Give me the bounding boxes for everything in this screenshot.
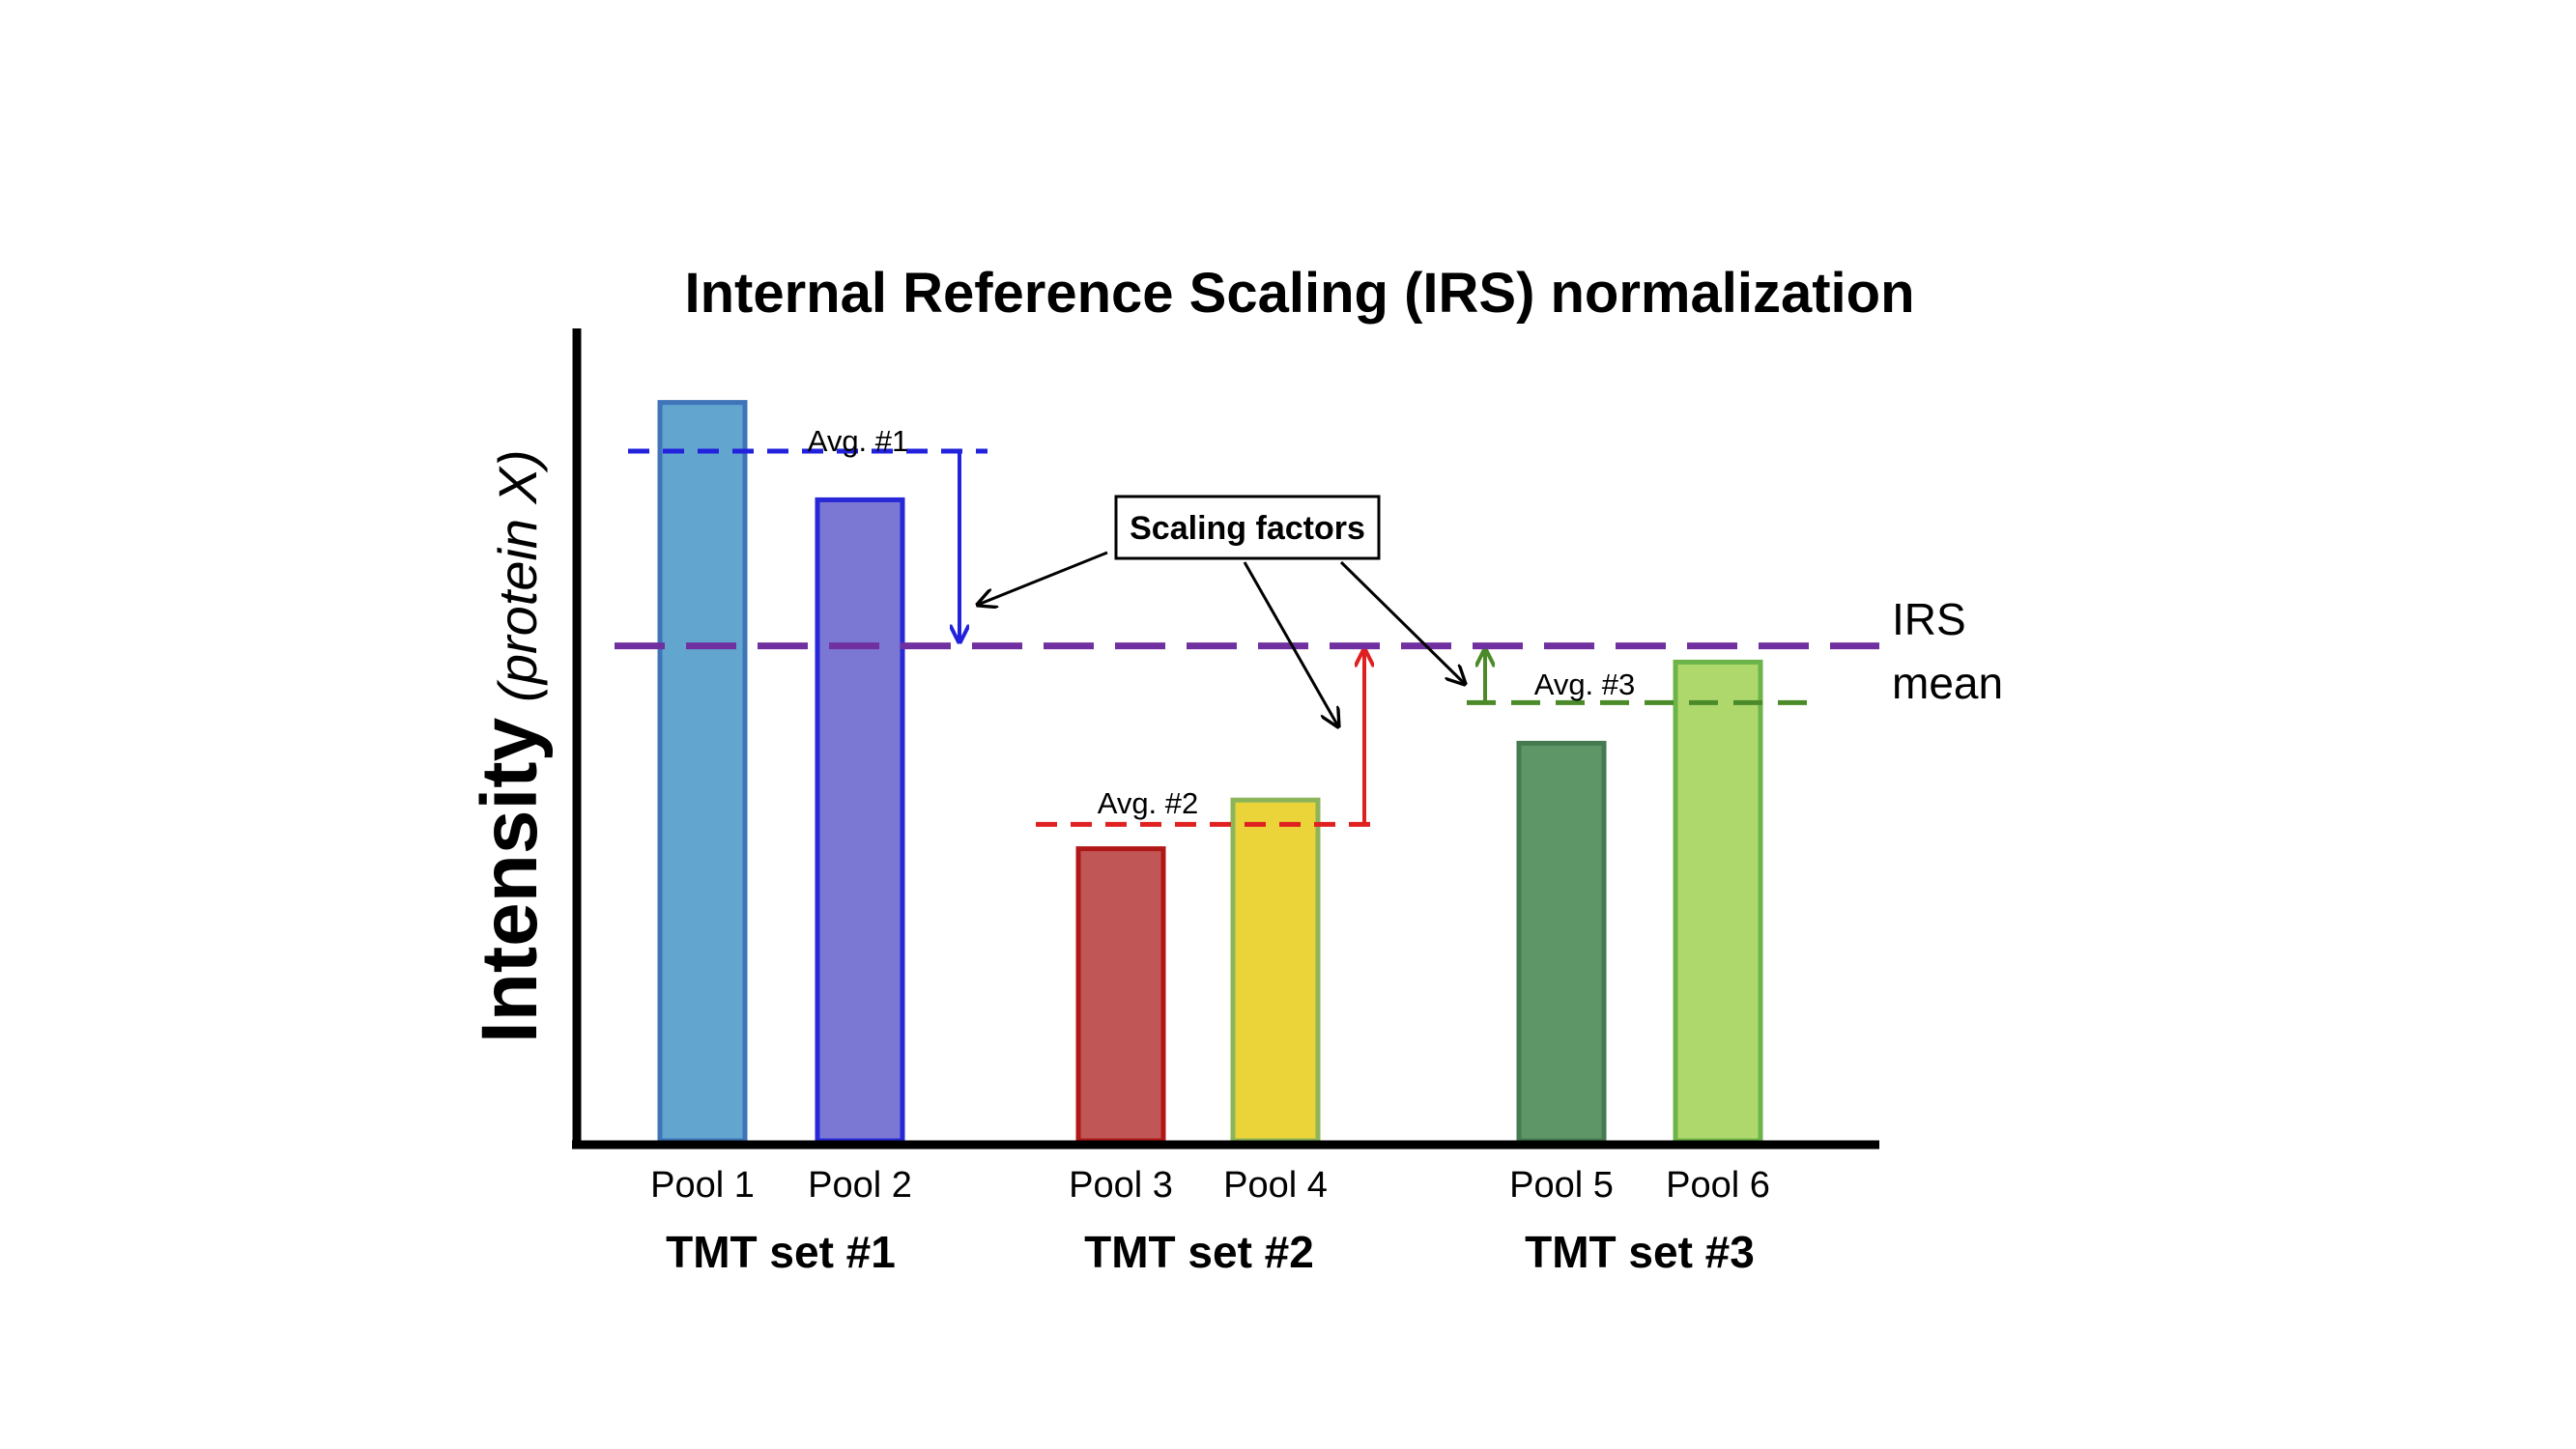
y-axis-label-main: Intensity bbox=[466, 717, 554, 1043]
bar-pool-1 bbox=[657, 400, 748, 1144]
tick-label-pool-5: Pool 5 bbox=[1509, 1165, 1614, 1206]
bars bbox=[657, 400, 1763, 1144]
avg-label-3: Avg. #3 bbox=[1534, 668, 1636, 701]
bar-pool-3 bbox=[1075, 846, 1166, 1144]
tick-label-pool-1: Pool 1 bbox=[650, 1165, 755, 1206]
callout-arrow-2 bbox=[1243, 561, 1338, 726]
y-axis-label-qualifier: (protein X) bbox=[487, 449, 548, 701]
irs-label-line1: IRS bbox=[1892, 594, 1966, 644]
group-label-tmt-set-1: TMT set #1 bbox=[666, 1227, 896, 1277]
bar-pool-6 bbox=[1673, 659, 1763, 1144]
bar-pool-4 bbox=[1230, 797, 1321, 1144]
tick-label-pool-3: Pool 3 bbox=[1069, 1165, 1173, 1206]
avg-label-1: Avg. #1 bbox=[808, 424, 909, 458]
group-label-tmt-set-3: TMT set #3 bbox=[1525, 1227, 1755, 1277]
irs-label-line2: mean bbox=[1892, 658, 2003, 708]
callout-label: Scaling factors bbox=[1130, 510, 1365, 547]
average-lines: Avg. #1 Avg. #2 Avg. #3 bbox=[628, 424, 1817, 827]
tick-label-pool-2: Pool 2 bbox=[808, 1165, 912, 1206]
group-labels: TMT set #1 TMT set #2 TMT set #3 bbox=[666, 1227, 1755, 1277]
avg-label-2: Avg. #2 bbox=[1098, 786, 1199, 820]
bar-pool-5 bbox=[1516, 740, 1607, 1144]
scaling-factors-callout: Scaling factors bbox=[978, 495, 1465, 726]
callout-box bbox=[1114, 495, 1381, 560]
x-tick-labels: Pool 1 Pool 2 Pool 3 Pool 4 Pool 5 Pool 6 bbox=[650, 1165, 1770, 1206]
tick-label-pool-4: Pool 4 bbox=[1223, 1165, 1328, 1206]
bar-pool-2 bbox=[815, 497, 905, 1144]
callout-arrow-3 bbox=[1339, 560, 1465, 684]
callout-arrow-1 bbox=[978, 551, 1108, 605]
group-label-tmt-set-2: TMT set #2 bbox=[1084, 1227, 1314, 1277]
tick-label-pool-6: Pool 6 bbox=[1666, 1165, 1770, 1206]
chart-title: Internal Reference Scaling (IRS) normali… bbox=[684, 262, 1914, 325]
y-axis-label: Intensity (protein X) bbox=[466, 449, 554, 1043]
